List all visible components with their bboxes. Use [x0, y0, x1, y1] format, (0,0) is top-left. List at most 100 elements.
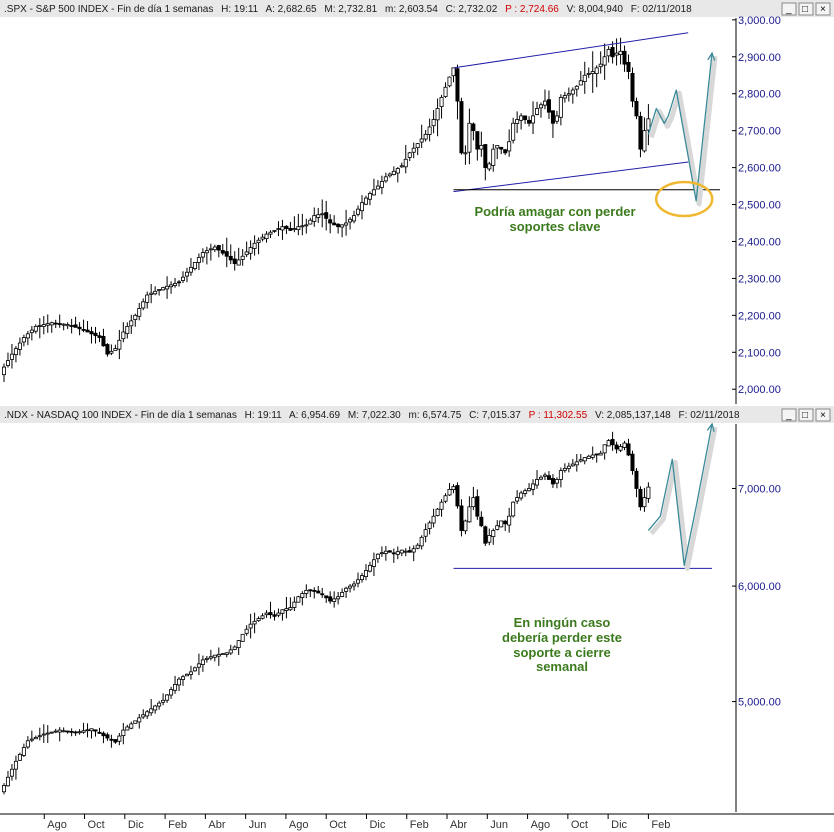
spx-channel-upper-line	[453, 32, 689, 69]
ndx-candle-body	[149, 708, 154, 714]
ndx-candle-body	[570, 463, 575, 467]
ndx-candle-body	[121, 729, 126, 737]
ndx-candle-body	[531, 483, 536, 490]
spx-candle-body	[375, 185, 380, 190]
spx-candle-body	[535, 108, 540, 115]
ndx-candle-body	[280, 609, 285, 614]
x-tick-label: Feb	[651, 819, 670, 831]
spx-candle-body	[523, 115, 528, 120]
spx-y-tick-label: 2,300.00	[738, 273, 781, 285]
x-tick-label: Ago	[47, 819, 67, 831]
spx-candle-body	[626, 62, 631, 72]
spx-candle-body	[13, 348, 18, 356]
spx-candle-body	[260, 236, 265, 240]
spx-candle-body	[113, 348, 118, 351]
spx-candle-body	[491, 148, 496, 166]
ndx-minimize-button[interactable]	[781, 408, 797, 422]
ndx-close-button[interactable]	[815, 408, 831, 422]
ndx-candle-body	[646, 486, 651, 499]
ndx-candle-body	[546, 475, 551, 480]
ndx-candle-body	[61, 730, 66, 733]
spx-candle-body	[634, 101, 639, 117]
ndx-candle-body	[256, 618, 261, 622]
spx-candle-body	[475, 131, 480, 150]
ndx-candle-body	[77, 731, 82, 734]
ndx-candle-body	[101, 732, 106, 737]
spx-minimize-button[interactable]	[781, 2, 797, 16]
spx-candle-body	[352, 215, 357, 222]
spx-candle-body	[646, 118, 651, 131]
ndx-candle-body	[2, 785, 7, 793]
ndx-candle-body	[527, 488, 532, 492]
spx-candle-body	[177, 281, 182, 284]
ndx-projection-arrowhead	[706, 422, 715, 432]
spx-candle-body	[93, 332, 98, 337]
spx-candle-body	[586, 73, 591, 75]
spx-candle-body	[232, 258, 237, 265]
spx-candle-body	[129, 320, 134, 327]
ndx-candle-body	[590, 454, 595, 458]
spx-close-button[interactable]	[815, 2, 831, 16]
spx-candle-body	[224, 251, 229, 257]
x-tick-label: Dic	[369, 819, 385, 831]
spx-candle-body	[630, 72, 635, 102]
spx-candle-body	[208, 248, 213, 251]
spx-candle-body	[367, 193, 372, 200]
ndx-candle-body	[519, 492, 524, 499]
x-tick-label: Abr	[450, 819, 467, 831]
ndx-candle-body	[558, 470, 563, 480]
ndx-candle-body	[232, 646, 237, 650]
ndx-candle-body	[137, 717, 142, 723]
ndx-candle-body	[308, 589, 313, 592]
spx-candle-body	[25, 333, 30, 339]
ndx-annotation-line-1: En ningún caso	[514, 615, 611, 630]
spx-candle-body	[73, 324, 78, 328]
ndx-candle-body	[117, 735, 122, 742]
ndx-candle-body	[379, 552, 384, 555]
ndx-candle-body	[499, 520, 504, 528]
x-tick-label: Ago	[531, 819, 551, 831]
ndx-candle-body	[415, 544, 420, 549]
ndx-candle-body	[550, 478, 555, 485]
spx-candle-body	[590, 71, 595, 74]
spx-window-buttons[interactable]: _ □ ×	[781, 2, 831, 16]
spx-candle-body	[610, 47, 615, 58]
ndx-maximize-button[interactable]	[798, 408, 814, 422]
ndx-minimize-label: _	[785, 410, 792, 421]
spx-candle-body	[161, 287, 166, 291]
spx-candle-body	[137, 308, 142, 317]
spx-candle-body	[188, 266, 193, 273]
x-tick-label: Ago	[289, 819, 309, 831]
spx-maximize-button[interactable]	[798, 2, 814, 16]
ndx-candle-body	[523, 490, 528, 494]
spx-candle-body	[503, 149, 508, 154]
ndx-candle-body	[145, 711, 150, 717]
spx-candle-body	[340, 224, 345, 228]
ndx-candle-body	[447, 488, 452, 496]
ndx-candle-body	[495, 525, 500, 530]
spx-candle-body	[256, 239, 261, 244]
spx-candle-body	[328, 219, 333, 224]
spx-candle-body	[268, 231, 273, 235]
spx-candle-body	[37, 325, 42, 327]
spx-candle-body	[300, 225, 305, 228]
spx-candle-body	[439, 97, 444, 107]
spx-candle-body	[527, 119, 532, 124]
ndx-candle-body	[184, 673, 189, 677]
spx-candle-body	[411, 147, 416, 153]
ndx-projection-path	[647, 423, 713, 566]
ndx-candle-body	[228, 649, 233, 654]
spx-y-tick-label: 2,700.00	[738, 126, 781, 138]
spx-candle-body	[431, 119, 436, 127]
ndx-candle-body	[574, 461, 579, 466]
ndx-candle-body	[642, 497, 647, 508]
spx-candle-body	[117, 339, 122, 350]
spx-candle-body	[169, 284, 174, 288]
ndx-candle-body	[439, 501, 444, 510]
spx-candle-body	[284, 225, 289, 229]
ndx-candle-body	[157, 702, 162, 707]
spx-candle-body	[133, 314, 138, 320]
ndx-window-buttons[interactable]: _ □ ×	[781, 408, 831, 422]
spx-candle-body	[192, 262, 197, 269]
spx-candle-body	[403, 158, 408, 168]
